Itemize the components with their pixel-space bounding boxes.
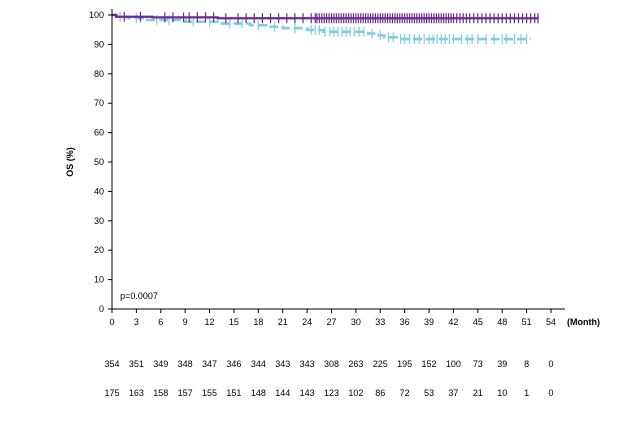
x-tick-label: 21: [278, 317, 288, 327]
y-tick-label: 40: [94, 186, 104, 196]
y-tick-label: 50: [94, 157, 104, 167]
risk-row-2-value: 53: [424, 388, 434, 398]
y-tick-label: 10: [94, 275, 104, 285]
series-1: [112, 11, 539, 24]
risk-row-1-value: 308: [324, 359, 339, 369]
risk-row-2-value: 86: [375, 388, 385, 398]
risk-row-1-value: 195: [397, 359, 412, 369]
y-tick-label: 100: [89, 10, 104, 20]
y-tick-group: 0 10 20 30 40 50 60 70 80 90 100: [89, 10, 112, 314]
risk-row-2-value: 0: [548, 388, 553, 398]
series-1-curve: [112, 13, 539, 20]
risk-row-2-value: 37: [448, 388, 458, 398]
x-axis-unit: (Month): [567, 317, 600, 327]
y-tick-label: 20: [94, 245, 104, 255]
x-tick-label: 48: [497, 317, 507, 327]
risk-row-1-value: 351: [129, 359, 144, 369]
risk-row-1-value: 0: [548, 359, 553, 369]
y-tick-label: 80: [94, 69, 104, 79]
risk-row-1-value: 346: [226, 359, 241, 369]
risk-row-2-value: 155: [202, 388, 217, 398]
risk-row-2-value: 158: [153, 388, 168, 398]
risk-row-2-value: 151: [226, 388, 241, 398]
risk-row-1-value: 8: [524, 359, 529, 369]
risk-row-2-value: 163: [129, 388, 144, 398]
x-tick-label: 51: [522, 317, 532, 327]
y-tick-label: 30: [94, 216, 104, 226]
risk-row-1-value: 343: [275, 359, 290, 369]
risk-row-1-value: 100: [446, 359, 461, 369]
axes: [111, 9, 565, 310]
x-tick-label: 0: [109, 317, 114, 327]
risk-row-2-value: 72: [400, 388, 410, 398]
series-2: [112, 11, 531, 45]
risk-row-2-value: 144: [275, 388, 290, 398]
risk-row-2-value: 102: [348, 388, 363, 398]
risk-row-1-value: 152: [422, 359, 437, 369]
risk-row-1-value: 347: [202, 359, 217, 369]
number-at-risk-table: 354 351 349 348 347 346 344 343 343 308 263 225 195 1…: [104, 359, 553, 398]
x-tick-label: 9: [183, 317, 188, 327]
x-tick-label: 54: [546, 317, 556, 327]
x-tick-label: 27: [326, 317, 336, 327]
x-tick-label: 45: [473, 317, 483, 327]
risk-row-2-value: 148: [251, 388, 266, 398]
y-tick-label: 70: [94, 98, 104, 108]
x-tick-group: 0 3 6 9 12 15 18 21 24 27 30 33 36 39 42 45 48 51 54: [109, 309, 556, 327]
x-tick-label: 6: [158, 317, 163, 327]
y-tick-label: 0: [99, 304, 104, 314]
series-2-curve: [112, 13, 531, 41]
x-tick-label: 36: [400, 317, 410, 327]
x-tick-label: 33: [375, 317, 385, 327]
risk-row-1-value: 354: [104, 359, 119, 369]
risk-row-2-value: 175: [104, 388, 119, 398]
risk-row-1-value: 349: [153, 359, 168, 369]
x-tick-label: 30: [351, 317, 361, 327]
risk-row-1-value: 263: [348, 359, 363, 369]
p-value-annotation: p=0.0007: [120, 291, 158, 301]
x-tick-label: 12: [205, 317, 215, 327]
risk-row-2-value: 21: [473, 388, 483, 398]
risk-row-2-value: 1: [524, 388, 529, 398]
x-tick-label: 15: [229, 317, 239, 327]
risk-row-1-value: 343: [300, 359, 315, 369]
y-tick-label: 90: [94, 39, 104, 49]
risk-row-1-value: 344: [251, 359, 266, 369]
plot-area: [112, 11, 539, 45]
x-tick-label: 42: [448, 317, 458, 327]
risk-row-1-value: 73: [473, 359, 483, 369]
risk-row-1-value: 225: [373, 359, 388, 369]
x-tick-label: 24: [302, 317, 312, 327]
y-tick-label: 60: [94, 128, 104, 138]
y-axis-label: OS (%): [65, 147, 75, 177]
risk-row-1-value: 348: [178, 359, 193, 369]
risk-row-2-value: 157: [178, 388, 193, 398]
risk-row-2-value: 10: [497, 388, 507, 398]
x-tick-label: 18: [253, 317, 263, 327]
x-tick-label: 39: [424, 317, 434, 327]
risk-row-2-value: 123: [324, 388, 339, 398]
x-tick-label: 3: [134, 317, 139, 327]
risk-row-2-value: 143: [300, 388, 315, 398]
risk-row-1-value: 39: [497, 359, 507, 369]
